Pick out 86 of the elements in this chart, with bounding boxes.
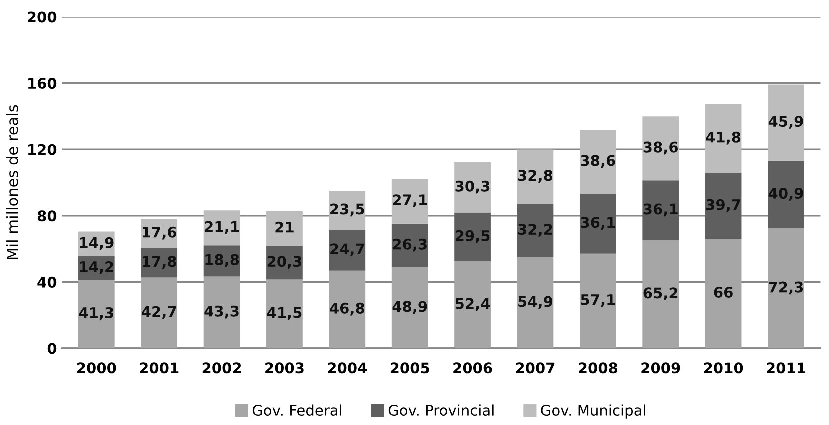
x-tick-label: 2001 — [140, 362, 179, 374]
bar — [642, 116, 680, 181]
bar — [768, 228, 804, 348]
data-label: 42,7 — [142, 306, 176, 320]
bar — [705, 104, 742, 174]
data-label: 32,2 — [518, 224, 552, 237]
data-label: 45,9 — [768, 116, 804, 129]
data-label: 57,1 — [581, 294, 616, 308]
bar — [454, 212, 491, 262]
data-label: 72,3 — [769, 282, 804, 295]
data-label: 65,2 — [644, 288, 678, 301]
data-label: 17,6 — [143, 226, 177, 240]
data-label: 43,3 — [204, 306, 239, 319]
data-label: 46,8 — [330, 302, 364, 316]
bar — [517, 150, 554, 204]
data-label: 30,3 — [456, 180, 490, 194]
data-label: 26,3 — [393, 238, 427, 252]
data-label: 40,9 — [768, 188, 804, 201]
x-tick-label: 2005 — [390, 362, 430, 374]
bar — [580, 194, 616, 254]
data-label: 17,8 — [143, 256, 176, 270]
bar — [141, 278, 178, 348]
x-tick-label: 2009 — [642, 362, 680, 374]
y-tick-label: 80 — [38, 210, 57, 222]
data-label: 36,1 — [644, 204, 678, 217]
bar — [392, 178, 428, 224]
y-tick-label: 160 — [28, 78, 57, 90]
bar — [768, 160, 804, 229]
bar — [392, 224, 428, 268]
data-label: 41,5 — [267, 308, 302, 320]
bar — [642, 180, 680, 240]
x-tick-label: 2010 — [704, 362, 744, 374]
y-tick-label: 120 — [28, 144, 57, 156]
bar — [768, 84, 804, 161]
data-label: 48,9 — [392, 301, 428, 314]
bar — [329, 230, 366, 271]
y-tick-label: 0 — [48, 343, 57, 354]
x-tick-label: 2002 — [202, 362, 242, 374]
data-label: 29,5 — [456, 230, 490, 244]
data-label: 41,3 — [79, 307, 114, 320]
data-label: 39,7 — [706, 199, 740, 212]
y-axis-title: Mil millones de reals — [6, 105, 18, 260]
bar — [266, 211, 303, 246]
x-tick-label: 2007 — [516, 362, 555, 374]
bar — [266, 280, 303, 348]
y-tick-label: 200 — [28, 12, 57, 23]
x-tick-label: 2004 — [328, 362, 368, 374]
bar — [329, 270, 366, 348]
bar — [580, 254, 616, 348]
bar — [204, 276, 240, 348]
data-label: 21 — [276, 222, 294, 233]
x-tick-label: 2006 — [454, 362, 492, 374]
x-tick-label: 2003 — [266, 362, 304, 374]
data-label: 20,3 — [268, 256, 302, 269]
bar — [454, 162, 491, 213]
data-label: 66 — [714, 287, 733, 298]
data-label: 21,1 — [205, 221, 240, 234]
bar — [705, 239, 742, 348]
bar — [454, 262, 491, 348]
bar — [705, 173, 742, 240]
data-label: 54,9 — [518, 296, 553, 310]
data-label: 41,8 — [706, 132, 741, 145]
bar — [642, 240, 680, 348]
data-label: 52,4 — [456, 298, 490, 312]
bar — [78, 280, 115, 348]
data-label: 36,1 — [581, 217, 616, 230]
data-label: 24,7 — [330, 244, 364, 257]
bar — [580, 130, 616, 194]
legend-label: Gov. Provincial — [388, 404, 494, 416]
data-label: 23,5 — [330, 204, 364, 217]
legend-label: Gov. Municipal — [541, 404, 646, 419]
data-label: 38,6 — [644, 142, 678, 155]
x-tick-label: 2011 — [767, 362, 806, 374]
bar — [517, 258, 554, 348]
data-label: 14,2 — [80, 261, 114, 274]
bar — [517, 204, 554, 258]
data-label: 38,6 — [581, 155, 616, 168]
x-tick-label: 2000 — [78, 362, 116, 374]
y-tick-label: 40 — [38, 276, 57, 288]
x-tick-label: 2008 — [579, 362, 618, 374]
data-label: 14,9 — [80, 237, 114, 250]
data-label: 18,8 — [206, 254, 240, 268]
bar — [392, 267, 428, 348]
data-label: 27,1 — [393, 194, 428, 208]
data-label: 32,8 — [518, 170, 553, 184]
legend-label: Gov. Federal — [252, 404, 342, 416]
